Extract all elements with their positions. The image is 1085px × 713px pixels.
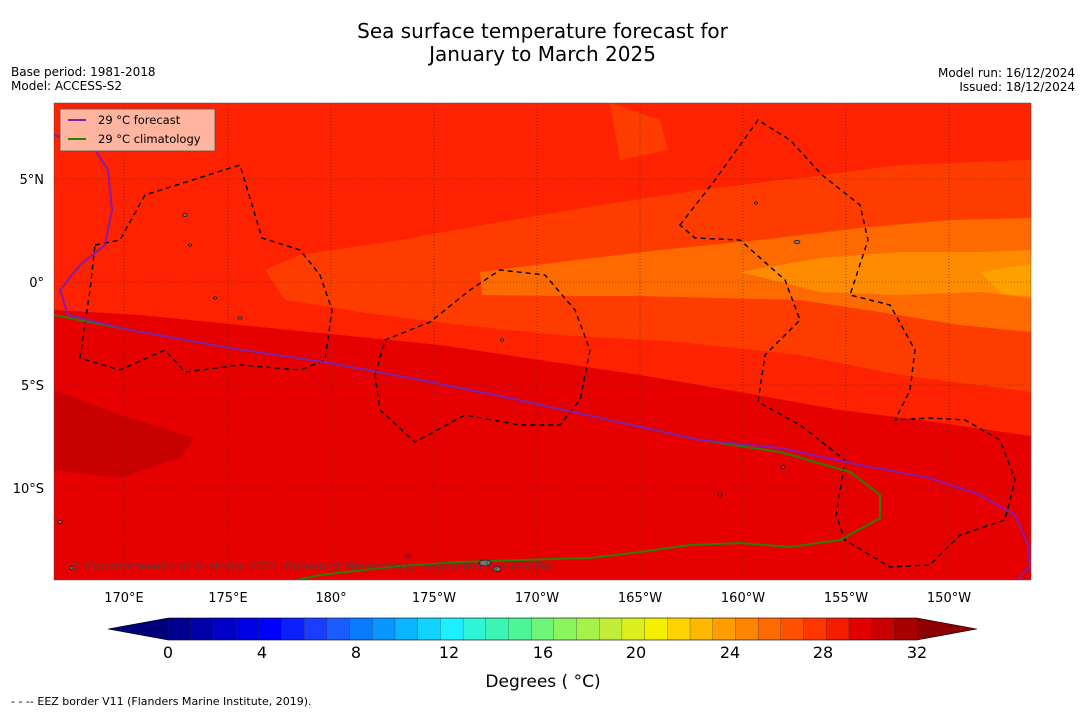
copyright-text: © Commonwealth of Australia 2024, Bureau… — [70, 559, 554, 573]
colorbar-cell — [372, 617, 396, 641]
islands — [57, 201, 801, 572]
lat-label: 0° — [29, 276, 44, 291]
model-run-text: Model run: 16/12/2024 — [937, 66, 1075, 80]
colorbar-cell — [417, 617, 441, 641]
colorbar-cell — [871, 617, 895, 641]
legend-climatology-label: 29 °C climatology — [98, 132, 201, 146]
lon-label: 170°E — [104, 591, 144, 606]
meta-right: Model run: 16/12/2024 Issued: 18/12/2024 — [938, 66, 1075, 94]
colorbar-cell — [689, 617, 714, 641]
colorbar-cell — [621, 617, 646, 641]
title-line-2: January to March 2025 — [429, 42, 656, 66]
legend-forecast-label: 29 °C forecast — [98, 113, 181, 127]
colorbar-cell — [531, 617, 555, 641]
colorbar-cell — [190, 617, 214, 641]
sst-map: © Commonwealth of Australia 2024, Bureau… — [54, 103, 1031, 580]
lon-label: 175°W — [412, 591, 456, 606]
colorbar-cell — [462, 617, 487, 641]
axis-labels: 170°E 175°E 180° 175°W 170°W 165°W 160°W… — [13, 173, 972, 606]
legend-box — [59, 108, 216, 152]
colorbar-cell — [258, 617, 283, 641]
colorbar-cell — [213, 617, 237, 641]
sst-band-32-plus — [740, 250, 1031, 298]
lat-label: 5°S — [21, 379, 44, 394]
chart-title: Sea surface temperature forecast for Jan… — [0, 20, 1085, 66]
colorbar-cells — [167, 617, 918, 641]
colorbar-tick-label: 4 — [257, 643, 267, 662]
lon-label: 155°W — [824, 591, 868, 606]
colorbar-cell — [440, 617, 464, 641]
map-legend: 29 °C forecast 29 °C climatology — [59, 108, 216, 152]
colorbar-cell — [576, 617, 600, 641]
eez-footnote: - - -- EEZ border V11 (Flanders Marine I… — [11, 695, 312, 708]
colorbar-cell — [235, 617, 260, 641]
colorbar-cell — [599, 617, 623, 641]
lon-label: 170°W — [515, 591, 559, 606]
colorbar-cell — [780, 617, 805, 641]
sst-band-30-31 — [265, 103, 1031, 392]
base-period-text: Base period: 1981-2018 — [11, 65, 156, 79]
lon-label: 150°W — [927, 591, 971, 606]
colorbar: 0 4 8 12 16 20 24 28 32 Degrees ( °C) — [107, 617, 978, 692]
issued-text: Issued: 18/12/2024 — [959, 80, 1075, 94]
sst-band-27-28 — [54, 390, 195, 478]
forecast-29c-line — [54, 134, 1031, 580]
sst-band-33 — [980, 264, 1031, 296]
meta-left: Base period: 1981-2018 Model: ACCESS-S2 — [11, 65, 156, 93]
colorbar-cell — [826, 617, 850, 641]
eez-borders — [79, 119, 1016, 568]
colorbar-tick-label: 12 — [439, 643, 459, 662]
colorbar-cell — [712, 617, 736, 641]
colorbar-tick-label: 24 — [720, 643, 740, 662]
colorbar-cell — [394, 617, 419, 641]
lat-label: 10°S — [13, 482, 44, 497]
colorbar-low-arrow — [108, 618, 168, 640]
map-gridlines — [54, 103, 1031, 580]
colorbar-cell — [667, 617, 691, 641]
colorbar-cell — [553, 617, 578, 641]
colorbar-outline — [107, 617, 978, 641]
colorbar-cell — [894, 617, 918, 641]
colorbar-cell — [803, 617, 827, 641]
colorbar-title: Degrees ( °C) — [485, 672, 600, 692]
lon-label: 165°W — [618, 591, 662, 606]
colorbar-ticks: 0 4 8 12 16 20 24 28 32 — [163, 643, 927, 662]
colorbar-high-arrow — [917, 618, 977, 640]
colorbar-cell — [508, 617, 532, 641]
lat-label: 5°N — [20, 173, 45, 188]
colorbar-cell — [485, 617, 510, 641]
colorbar-cell — [167, 617, 192, 641]
lon-label: 180° — [315, 591, 346, 606]
colorbar-cell — [281, 617, 305, 641]
colorbar-tick-label: 0 — [163, 643, 173, 662]
colorbar-cell — [735, 617, 759, 641]
model-text: Model: ACCESS-S2 — [11, 79, 123, 93]
colorbar-cell — [757, 617, 782, 641]
colorbar-cell — [304, 617, 328, 641]
lon-label: 175°E — [208, 591, 248, 606]
colorbar-cell — [349, 617, 373, 641]
colorbar-cell — [326, 617, 351, 641]
lon-label: 160°W — [721, 591, 765, 606]
colorbar-tick-label: 32 — [907, 643, 927, 662]
map-frame — [53, 102, 1032, 581]
colorbar-tick-label: 16 — [533, 643, 553, 662]
colorbar-cell — [644, 617, 668, 641]
colorbar-tick-label: 20 — [626, 643, 646, 662]
colorbar-tick-label: 8 — [351, 643, 361, 662]
title-line-1: Sea surface temperature forecast for — [357, 19, 728, 43]
colorbar-cell — [848, 617, 873, 641]
colorbar-tick-label: 28 — [813, 643, 833, 662]
